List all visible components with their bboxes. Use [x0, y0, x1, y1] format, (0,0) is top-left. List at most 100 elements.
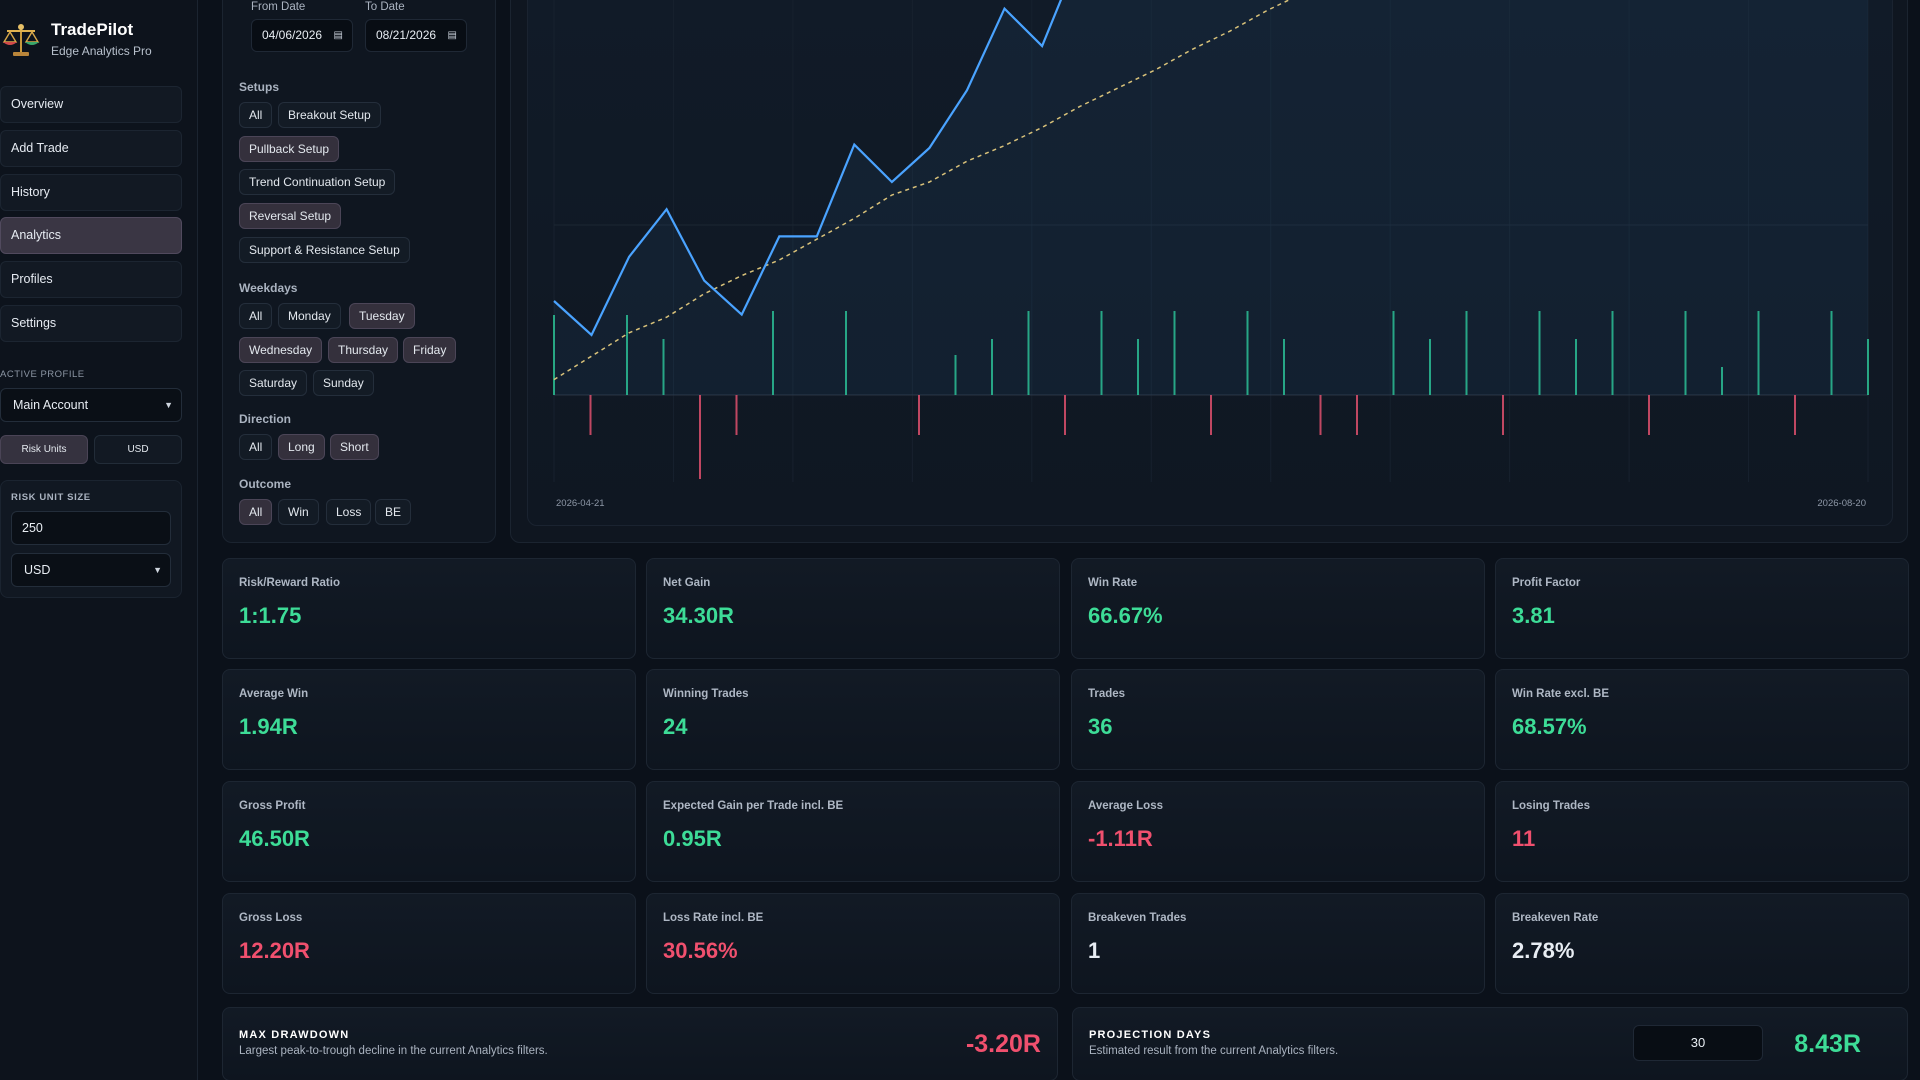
- currency-select[interactable]: USD ▼: [11, 553, 171, 587]
- calendar-icon[interactable]: ▤: [447, 30, 457, 41]
- stat-label: Winning Trades: [663, 688, 749, 700]
- setup-chip-pullback[interactable]: Pullback Setup: [239, 136, 340, 162]
- to-date-value: 08/21/2026: [376, 28, 437, 42]
- stat-card: Net Gain 34.30R: [646, 558, 1060, 659]
- nav-history[interactable]: History: [0, 174, 182, 211]
- stat-value: 68.57%: [1512, 714, 1587, 739]
- setup-chip-support-resistance[interactable]: Support & Resistance Setup: [239, 237, 410, 263]
- brand: TradePilot Edge Analytics Pro: [0, 18, 198, 64]
- chevron-down-icon: ▼: [164, 400, 173, 410]
- stat-card: Loss Rate incl. BE 30.56%: [646, 893, 1060, 994]
- outcome-label: Outcome: [239, 477, 292, 491]
- stat-label: Profit Factor: [1512, 577, 1581, 589]
- risk-unit-input[interactable]: 250: [11, 511, 171, 545]
- chart-panel: 2026-04-21 2026-08-20: [510, 0, 1908, 543]
- stat-label: Loss Rate incl. BE: [663, 912, 764, 924]
- stat-label: Win Rate excl. BE: [1512, 688, 1610, 700]
- scales-icon: [2, 22, 40, 58]
- risk-unit-panel: RISK UNIT SIZE 250 USD ▼: [0, 480, 182, 598]
- chevron-down-icon: ▼: [153, 565, 162, 575]
- weekday-chip-all[interactable]: All: [239, 303, 273, 329]
- weekday-chip-saturday[interactable]: Saturday: [239, 370, 308, 396]
- nav-add-trade[interactable]: Add Trade: [0, 130, 182, 167]
- max-drawdown-value: -3.20R: [965, 1030, 1041, 1058]
- stat-value: -1.11R: [1088, 826, 1153, 851]
- weekday-chip-sunday[interactable]: Sunday: [313, 370, 374, 396]
- stat-value: 46.50R: [239, 826, 310, 851]
- direction-chip-all[interactable]: All: [239, 434, 273, 460]
- outcome-chip-all[interactable]: All: [239, 499, 273, 525]
- stat-value: 1.94R: [239, 714, 298, 739]
- stat-value: 1:1.75: [239, 603, 302, 628]
- stat-value: 3.81: [1512, 603, 1555, 628]
- stat-label: Breakeven Trades: [1088, 912, 1187, 924]
- x-axis-start-label: 2026-04-21: [556, 498, 605, 509]
- equity-chart-svg: [553, 0, 1869, 482]
- outcome-chip-loss[interactable]: Loss: [326, 499, 372, 525]
- active-profile-label: ACTIVE PROFILE: [0, 369, 85, 380]
- stat-card: Gross Profit 46.50R: [222, 781, 636, 882]
- stat-value: 11: [1512, 826, 1536, 851]
- stat-value: 12.20R: [239, 938, 310, 963]
- trend-line: [553, 0, 1291, 381]
- projection-value: 8.43R: [1794, 1030, 1861, 1058]
- weekday-chip-wednesday[interactable]: Wednesday: [239, 337, 323, 363]
- app-subtitle: Edge Analytics Pro: [51, 44, 152, 58]
- nav-overview[interactable]: Overview: [0, 86, 182, 123]
- risk-units-toggle[interactable]: Risk Units: [0, 435, 88, 464]
- stat-card: Average Win 1.94R: [222, 669, 636, 770]
- to-date-input[interactable]: 08/21/2026 ▤: [365, 19, 467, 52]
- stat-label: Expected Gain per Trade incl. BE: [663, 800, 844, 812]
- stat-card: Win Rate 66.67%: [1071, 558, 1485, 659]
- sidebar: TradePilot Edge Analytics Pro Overview A…: [0, 0, 198, 1080]
- projection-days-input[interactable]: 30: [1633, 1025, 1763, 1061]
- projection-title: PROJECTION DAYS: [1089, 1029, 1212, 1041]
- setup-chip-all[interactable]: All: [239, 102, 273, 128]
- projection-card: PROJECTION DAYS Estimated result from th…: [1072, 1007, 1908, 1080]
- calendar-icon[interactable]: ▤: [333, 30, 343, 41]
- weekday-chip-thursday[interactable]: Thursday: [328, 337, 399, 363]
- setup-chip-breakout[interactable]: Breakout Setup: [278, 102, 381, 128]
- stat-card: Trades 36: [1071, 669, 1485, 770]
- stat-card: Gross Loss 12.20R: [222, 893, 636, 994]
- risk-unit-title: RISK UNIT SIZE: [11, 492, 91, 503]
- stat-card: Breakeven Rate 2.78%: [1495, 893, 1909, 994]
- max-drawdown-card: MAX DRAWDOWN Largest peak-to-trough decl…: [222, 1007, 1058, 1080]
- currency-select-value: USD: [24, 563, 51, 577]
- nav-profiles[interactable]: Profiles: [0, 261, 182, 298]
- outcome-chip-win[interactable]: Win: [278, 499, 319, 525]
- nav-analytics[interactable]: Analytics: [0, 217, 182, 254]
- usd-toggle[interactable]: USD: [94, 435, 182, 464]
- direction-chip-long[interactable]: Long: [278, 434, 325, 460]
- from-date-input[interactable]: 04/06/2026 ▤: [251, 19, 353, 52]
- stat-label: Gross Profit: [239, 800, 306, 812]
- max-drawdown-title: MAX DRAWDOWN: [239, 1029, 350, 1041]
- profile-select-value: Main Account: [13, 398, 89, 412]
- stat-card: Expected Gain per Trade incl. BE 0.95R: [646, 781, 1060, 882]
- stat-value: 34.30R: [663, 603, 734, 628]
- setup-chip-trend-continuation[interactable]: Trend Continuation Setup: [239, 169, 396, 195]
- stat-value: 1: [1088, 938, 1101, 963]
- stat-card: Average Loss -1.11R: [1071, 781, 1485, 882]
- stat-card: Profit Factor 3.81: [1495, 558, 1909, 659]
- stat-card: Losing Trades 11: [1495, 781, 1909, 882]
- setup-chip-reversal[interactable]: Reversal Setup: [239, 203, 342, 229]
- weekday-chip-tuesday[interactable]: Tuesday: [349, 303, 415, 329]
- max-drawdown-subtitle: Largest peak-to-trough decline in the cu…: [239, 1045, 548, 1057]
- weekday-chip-friday[interactable]: Friday: [403, 337, 457, 363]
- outcome-chip-be[interactable]: BE: [375, 499, 412, 525]
- stat-value: 2.78%: [1512, 938, 1575, 963]
- stat-label: Win Rate: [1088, 577, 1138, 589]
- equity-chart[interactable]: 2026-04-21 2026-08-20: [527, 0, 1893, 526]
- equity-line: [553, 0, 1063, 337]
- stat-label: Net Gain: [663, 577, 711, 589]
- nav-settings[interactable]: Settings: [0, 305, 182, 342]
- stat-value: 24: [663, 714, 688, 739]
- projection-subtitle: Estimated result from the current Analyt…: [1089, 1045, 1339, 1057]
- stat-label: Risk/Reward Ratio: [239, 577, 340, 589]
- direction-chip-short[interactable]: Short: [330, 434, 379, 460]
- stat-value: 0.95R: [663, 826, 722, 851]
- profile-select[interactable]: Main Account ▼: [0, 388, 182, 422]
- weekday-chip-monday[interactable]: Monday: [278, 303, 341, 329]
- from-date-label: From Date: [251, 1, 306, 13]
